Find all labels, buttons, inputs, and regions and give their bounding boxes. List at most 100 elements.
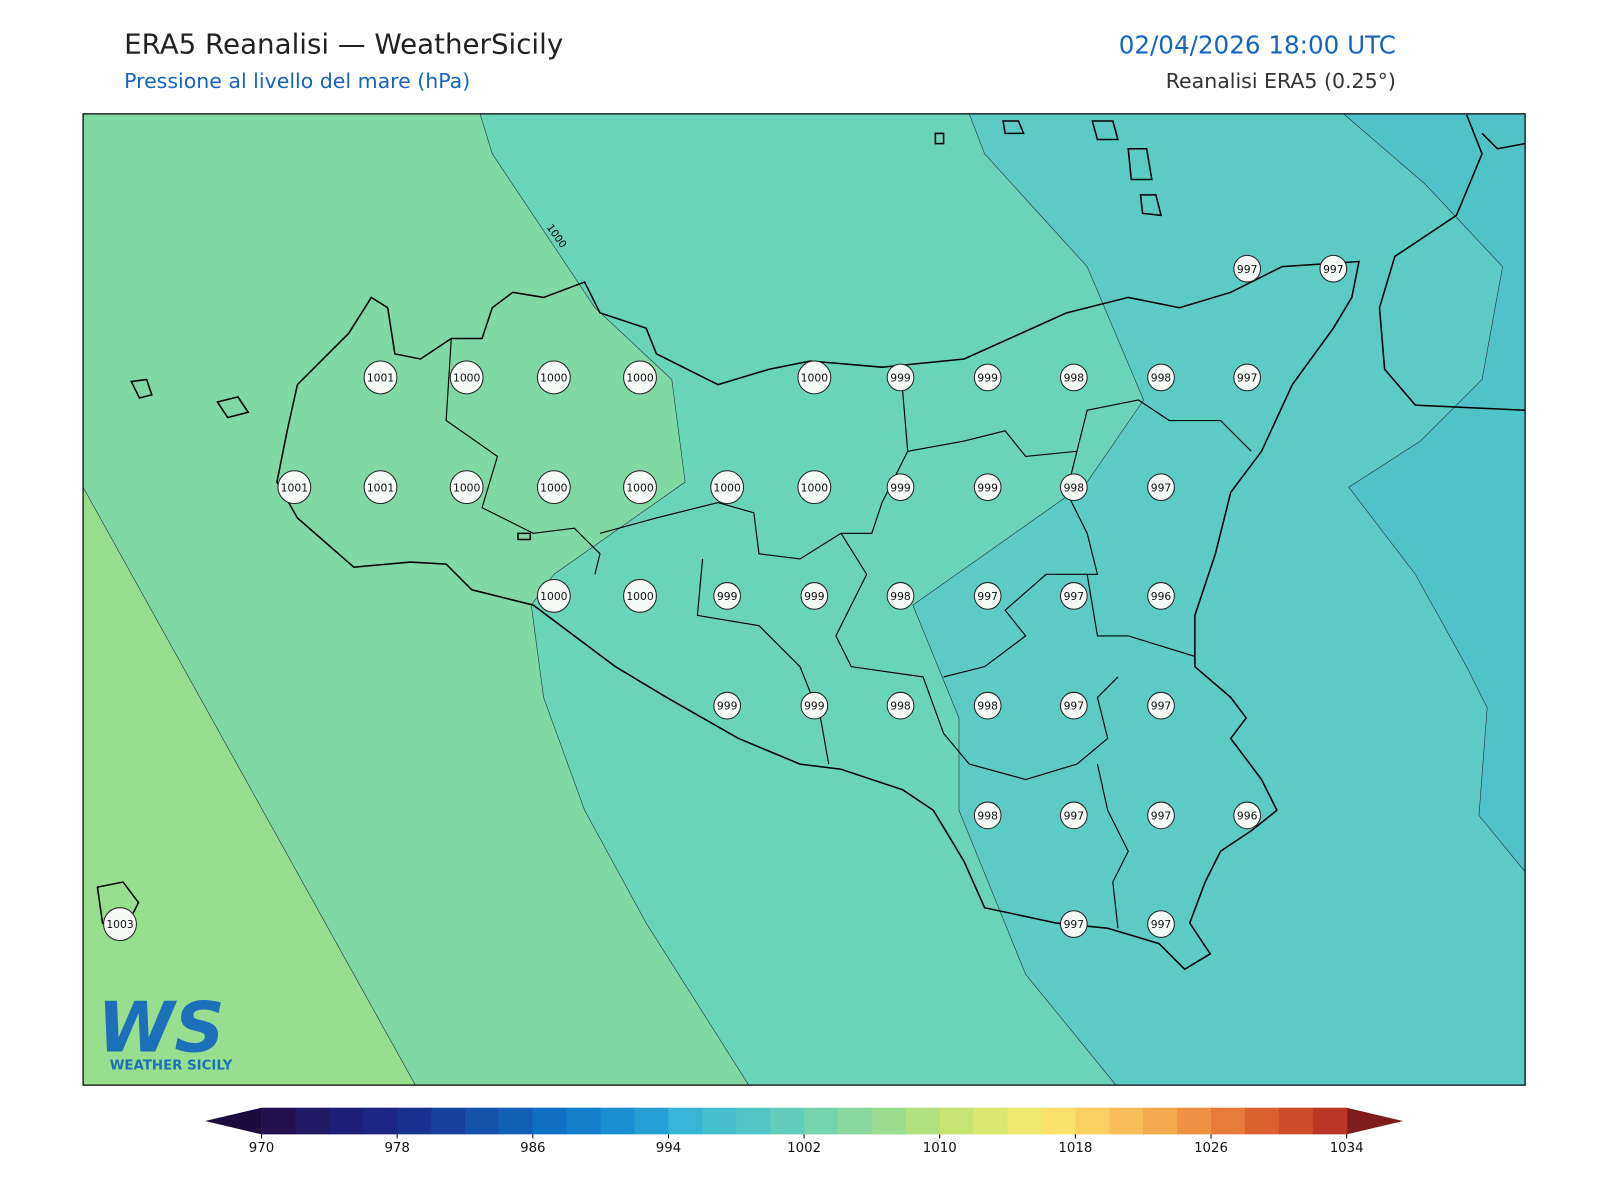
station-marker (1147, 910, 1175, 938)
colorbar-segment (566, 1107, 602, 1135)
station-marker (973, 582, 1002, 610)
station-value: 998 (977, 809, 998, 822)
station-value: 998 (890, 700, 911, 713)
station-marker (973, 801, 1002, 830)
station-marker (103, 907, 137, 942)
station-value: 997 (1064, 918, 1085, 931)
station-marker (623, 360, 657, 395)
station-value: 997 (1064, 700, 1085, 713)
station-value: 999 (804, 590, 825, 603)
station-value: 998 (1151, 372, 1172, 385)
colorbar-segment (1007, 1107, 1042, 1135)
colorbar-segment (1109, 1107, 1144, 1135)
colorbar-segment (431, 1107, 466, 1135)
station-value: 1000 (713, 481, 741, 494)
station-value: 997 (1064, 809, 1085, 822)
station-value: 998 (1064, 372, 1085, 385)
station-marker (973, 691, 1002, 720)
station-marker (363, 360, 398, 395)
colorbar-segment (397, 1107, 432, 1135)
colorbar-tick-label: 1010 (923, 1141, 957, 1156)
datetime: 02/04/2026 18:00 UTC (1119, 30, 1396, 59)
colorbar-tick-label: 1018 (1058, 1141, 1092, 1156)
colorbar-segment (804, 1107, 839, 1135)
colorbar-tick-label: 1002 (787, 1141, 821, 1156)
station-value: 999 (717, 590, 738, 603)
station-value: 998 (977, 700, 998, 713)
colorbar-tick-label: 978 (384, 1141, 409, 1156)
station-marker (1147, 363, 1175, 392)
islands (96, 120, 1163, 924)
station-value: 997 (1151, 481, 1172, 494)
station-marker (363, 470, 398, 505)
station-marker (1147, 582, 1175, 610)
colorbar-segment (1211, 1107, 1246, 1135)
station-value: 1000 (453, 481, 481, 494)
colorbar-segment (838, 1107, 873, 1135)
calabria-coast (1378, 114, 1526, 412)
logo: WS WEATHER SICILY (97, 987, 232, 1073)
colorbar-segment (329, 1107, 364, 1135)
station-marker (973, 473, 1002, 502)
field-band (83, 486, 416, 1086)
station-value: 1000 (540, 481, 568, 494)
colorbar-segment (1244, 1107, 1280, 1135)
station-value: 999 (977, 372, 998, 385)
colorbar-segment (668, 1107, 703, 1135)
station-marker (1060, 582, 1088, 610)
station-value: 1001 (367, 481, 394, 494)
station-marker (449, 360, 484, 395)
station-value: 1000 (626, 481, 654, 494)
colorbar-segment (736, 1107, 771, 1135)
station-value: 997 (977, 590, 998, 603)
colorbar-segment (498, 1107, 534, 1135)
station-marker (623, 470, 657, 505)
subtitle: Pressione al livello del mare (hPa) (124, 69, 470, 93)
station-value: 998 (890, 590, 911, 603)
station-value: 997 (1237, 372, 1258, 385)
station-marker (973, 363, 1002, 392)
station-value: 1000 (801, 481, 829, 494)
station-value: 1001 (281, 481, 308, 494)
station-marker (886, 582, 915, 610)
station-value: 999 (890, 481, 911, 494)
colorbar-segment (939, 1107, 975, 1135)
colorbar-tick-label: 1026 (1194, 1141, 1228, 1156)
colorbar-segment (532, 1107, 568, 1135)
title: ERA5 Reanalisi — WeatherSicily (124, 27, 563, 60)
colorbar-segment (1278, 1107, 1314, 1135)
station-marker (536, 470, 571, 505)
station-value: 1000 (540, 590, 568, 603)
colorbar-segment (905, 1107, 941, 1135)
station-marker (449, 470, 484, 505)
colorbar-segment (363, 1107, 398, 1135)
station-value: 1000 (453, 372, 481, 385)
station-value: 999 (804, 700, 825, 713)
station-value: 999 (890, 372, 911, 385)
colorbar-segment (295, 1107, 330, 1135)
station-marker (713, 582, 742, 610)
colorbar-segment (1041, 1107, 1076, 1135)
colorbar-tick-label: 1034 (1330, 1141, 1364, 1156)
colorbar-over (1346, 1107, 1404, 1135)
station-marker (800, 582, 829, 610)
station-marker (1060, 910, 1088, 938)
station-marker (1147, 473, 1175, 502)
colorbar-tick-label: 970 (249, 1141, 274, 1156)
station-marker (1147, 801, 1175, 830)
sicily-coast (276, 260, 1360, 971)
station-value: 998 (1064, 481, 1085, 494)
station-value: 999 (977, 481, 998, 494)
station-marker (536, 578, 571, 613)
station-value: 997 (1151, 918, 1172, 931)
station-value: 996 (1151, 590, 1172, 603)
station-value: 1000 (626, 372, 654, 385)
station-marker (886, 473, 915, 502)
colorbar-under (205, 1107, 262, 1135)
colorbar-segment (973, 1107, 1009, 1135)
colorbar-segment (465, 1107, 500, 1135)
colorbar-segment (600, 1107, 636, 1135)
colorbar-tick-label: 994 (656, 1141, 681, 1156)
station-marker (623, 578, 657, 613)
